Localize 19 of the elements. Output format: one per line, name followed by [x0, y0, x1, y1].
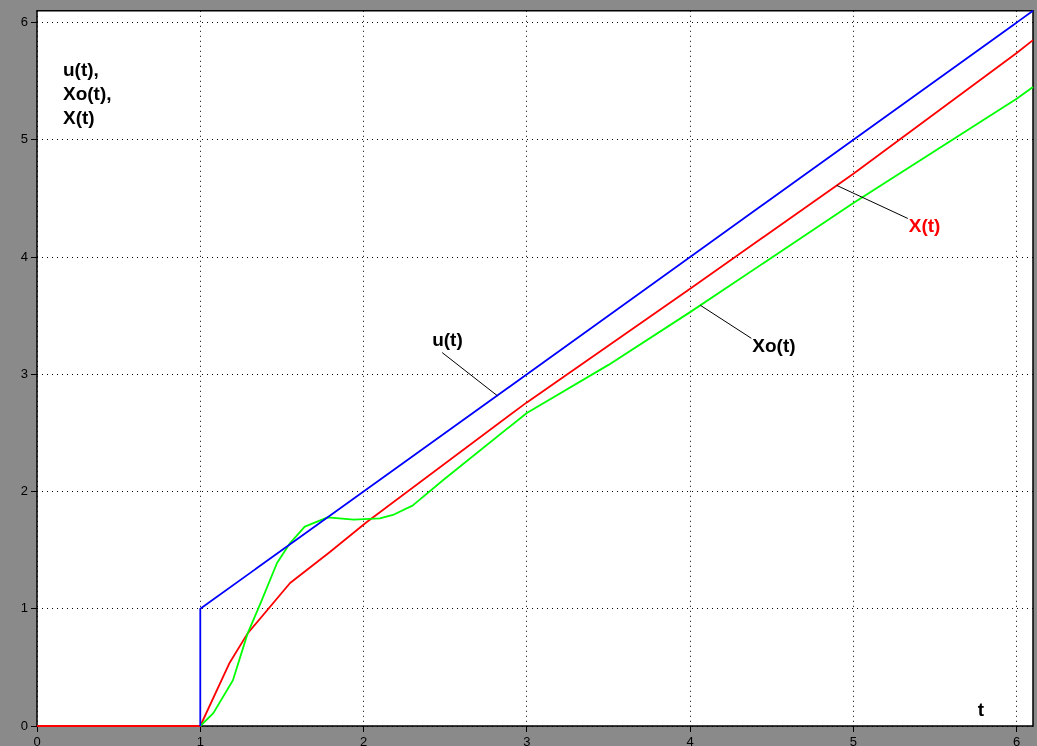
text: Xo(t) — [752, 335, 796, 357]
x-tick-label: 4 — [686, 734, 694, 746]
x-tick-label: 2 — [359, 734, 368, 746]
y-tick-label: 6 — [20, 14, 28, 30]
x-tick-label: 0 — [33, 734, 41, 746]
y-tick-label: 4 — [20, 248, 28, 264]
y-axis-title: u(t), Xo(t), X(t) — [63, 58, 112, 128]
text: X(t) — [908, 215, 941, 237]
x-tick-label: 5 — [849, 734, 858, 746]
y-tick-label: 5 — [20, 131, 28, 147]
x-tick-label: 3 — [523, 734, 531, 746]
y-tick-label: 0 — [20, 717, 28, 733]
y-tick-label: 1 — [20, 600, 28, 616]
y-tick-label: 2 — [20, 483, 28, 499]
x-tick-label: 1 — [196, 734, 204, 746]
text: u(t) — [432, 329, 463, 351]
x-axis-title: t — [977, 698, 985, 720]
y-tick-label: 3 — [20, 365, 28, 381]
x-tick-label: 6 — [1013, 734, 1021, 746]
